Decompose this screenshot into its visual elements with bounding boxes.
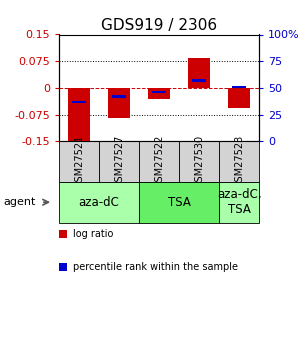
Text: GSM27523: GSM27523 [234,135,244,188]
Text: GSM27530: GSM27530 [194,135,204,188]
Bar [148,88,170,99]
Text: TSA: TSA [168,196,191,209]
Bar [152,91,166,93]
Bar [192,79,206,81]
Bar [139,182,219,223]
Text: agent: agent [3,197,35,207]
Bar [179,141,219,182]
Bar [139,141,179,182]
Bar [219,141,259,182]
Bar [99,141,139,182]
Bar [232,86,246,88]
Bar [228,88,250,108]
Text: log ratio: log ratio [73,229,113,239]
Title: GDS919 / 2306: GDS919 / 2306 [101,18,217,33]
Bar [108,88,130,118]
Text: aza-dC: aza-dC [79,196,119,209]
Bar [219,182,259,223]
Text: GSM27527: GSM27527 [114,135,124,188]
Bar [72,101,86,103]
Text: aza-dC,
TSA: aza-dC, TSA [217,188,261,216]
Text: GSM27521: GSM27521 [74,135,84,188]
Bar [188,58,210,88]
Text: GSM27522: GSM27522 [154,135,164,188]
Bar [112,96,126,98]
Bar [68,88,90,147]
Bar [59,141,99,182]
Text: percentile rank within the sample: percentile rank within the sample [73,262,238,272]
Bar [59,182,139,223]
